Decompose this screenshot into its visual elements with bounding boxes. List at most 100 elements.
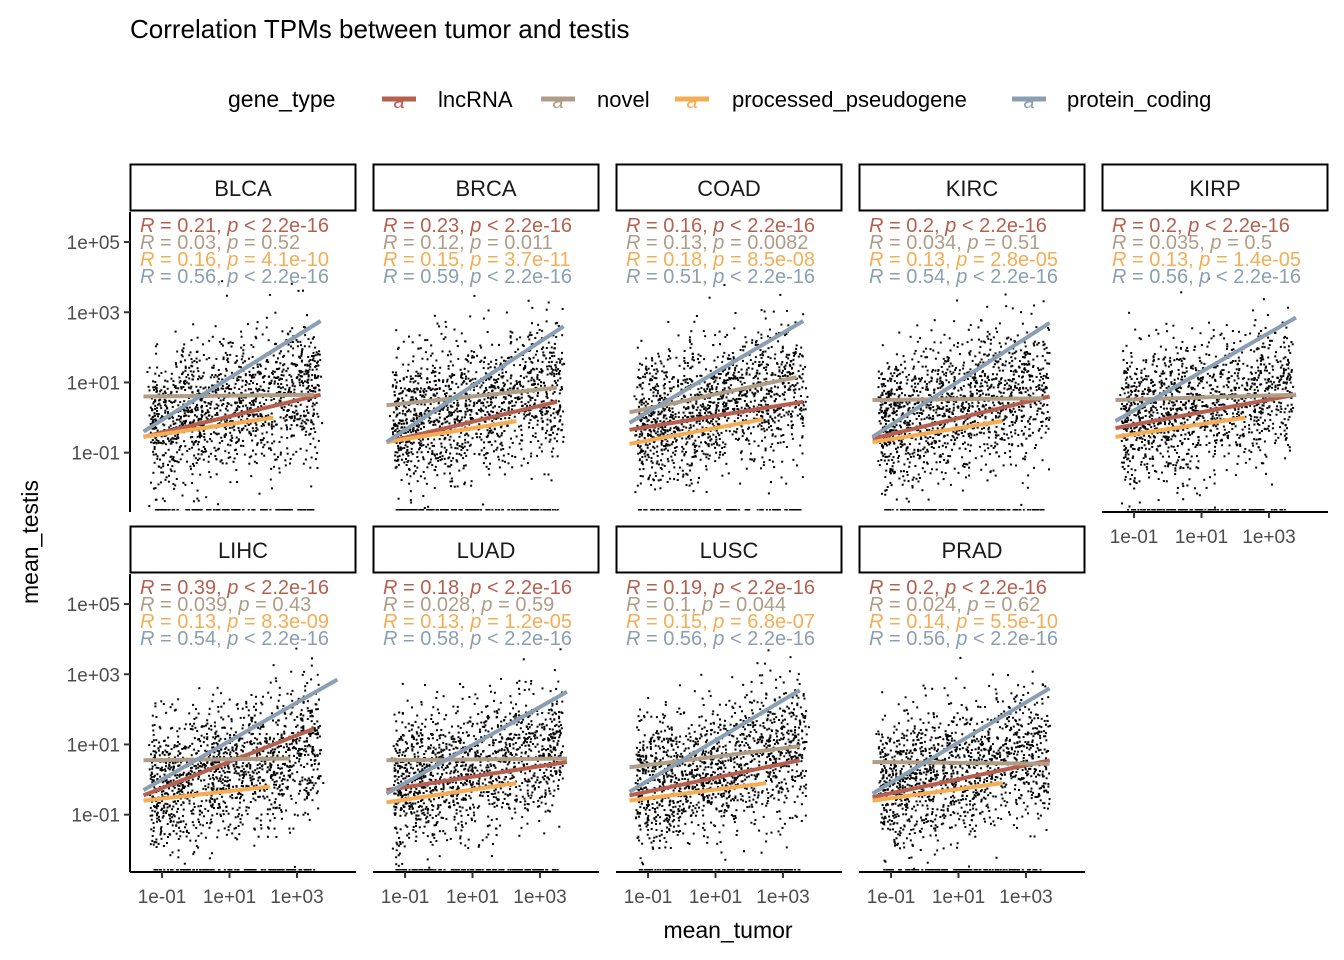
- scatter-point: [186, 449, 189, 452]
- scatter-point: [532, 367, 534, 370]
- scatter-point: [660, 459, 663, 462]
- scatter-point: [183, 412, 186, 415]
- scatter-point: [460, 431, 463, 434]
- scatter-point: [182, 371, 185, 374]
- scatter-point: [152, 453, 155, 456]
- scatter-point: [422, 495, 425, 497]
- scatter-point: [733, 509, 736, 511]
- scatter-point: [503, 430, 506, 432]
- scatter-point: [287, 343, 290, 346]
- scatter-point: [402, 378, 405, 381]
- scatter-point: [402, 509, 404, 511]
- scatter-point: [280, 383, 283, 385]
- scatter-point: [681, 445, 684, 448]
- scatter-point: [189, 410, 192, 412]
- scatter-point: [723, 415, 726, 418]
- scatter-point: [297, 289, 300, 292]
- scatter-point: [757, 331, 760, 334]
- scatter-point: [168, 426, 171, 429]
- scatter-point: [230, 345, 233, 348]
- scatter-point: [192, 422, 195, 424]
- scatter-point: [784, 334, 786, 337]
- scatter-point: [672, 417, 675, 420]
- scatter-point: [501, 459, 504, 462]
- scatter-point: [266, 359, 269, 361]
- scatter-point: [715, 388, 718, 391]
- scatter-point: [206, 440, 209, 443]
- scatter-point: [444, 392, 446, 395]
- scatter-point: [479, 344, 482, 347]
- scatter-point: [156, 412, 158, 415]
- stat-r-symbol: R: [626, 249, 640, 271]
- scatter-point: [633, 395, 636, 398]
- scatter-point: [550, 399, 553, 402]
- scatter-point: [511, 405, 514, 407]
- scatter-point: [1046, 410, 1049, 413]
- scatter-point: [206, 409, 209, 412]
- scatter-point: [691, 380, 694, 383]
- scatter-point: [549, 438, 552, 441]
- scatter-point: [742, 359, 744, 362]
- scatter-point: [798, 375, 801, 378]
- scatter-point: [749, 359, 752, 361]
- scatter-point: [534, 432, 537, 435]
- scatter-point: [270, 467, 273, 470]
- scatter-point: [182, 420, 185, 423]
- scatter-point: [502, 375, 505, 378]
- scatter-point: [775, 332, 778, 335]
- scatter-point: [259, 371, 262, 374]
- scatter-point: [518, 442, 521, 445]
- scatter-point: [316, 451, 319, 454]
- scatter-point: [197, 378, 199, 381]
- facet-strip: [129, 163, 357, 212]
- scatter-point: [650, 413, 653, 416]
- scatter-point: [781, 347, 784, 350]
- scatter-point: [739, 380, 742, 383]
- scatter-point: [513, 429, 516, 432]
- scatter-point: [306, 363, 309, 366]
- scatter-point: [225, 294, 228, 297]
- scatter-point: [441, 350, 444, 353]
- scatter-point: [302, 382, 304, 384]
- scatter-point: [778, 369, 781, 372]
- scatter-point: [687, 416, 690, 419]
- scatter-point: [448, 413, 451, 416]
- scatter-point: [779, 428, 782, 431]
- scatter-point: [197, 418, 200, 421]
- scatter-point: [544, 413, 547, 416]
- scatter-point: [229, 481, 232, 484]
- scatter-point: [752, 382, 755, 385]
- scatter-point: [641, 432, 644, 435]
- scatter-point: [727, 407, 729, 410]
- scatter-point: [545, 320, 548, 323]
- scatter-point: [441, 458, 444, 461]
- scatter-point: [148, 505, 151, 507]
- scatter-point: [407, 410, 409, 413]
- scatter-point: [641, 422, 644, 425]
- scatter-point: [561, 334, 564, 337]
- scatter-point: [458, 469, 461, 472]
- scatter-point: [732, 374, 735, 376]
- scatter-point: [431, 444, 434, 447]
- scatter-point: [672, 462, 675, 464]
- scatter-point: [160, 407, 163, 410]
- scatter-point: [179, 361, 182, 364]
- scatter-point: [559, 419, 562, 422]
- scatter-point: [296, 345, 299, 348]
- scatter-point: [151, 439, 154, 442]
- scatter-point: [745, 341, 748, 344]
- scatter-point: [285, 418, 288, 421]
- scatter-point: [313, 403, 316, 406]
- scatter-point: [456, 399, 459, 402]
- scatter-point: [550, 351, 553, 354]
- scatter-point: [715, 420, 718, 423]
- scatter-point: [251, 439, 254, 442]
- scatter-point: [753, 440, 756, 443]
- scatter-point: [286, 332, 289, 335]
- scatter-point: [653, 440, 656, 443]
- scatter-point: [226, 359, 229, 362]
- scatter-point: [417, 382, 420, 385]
- scatter-point: [792, 372, 795, 374]
- scatter-point: [699, 393, 702, 396]
- scatter-point: [755, 339, 758, 342]
